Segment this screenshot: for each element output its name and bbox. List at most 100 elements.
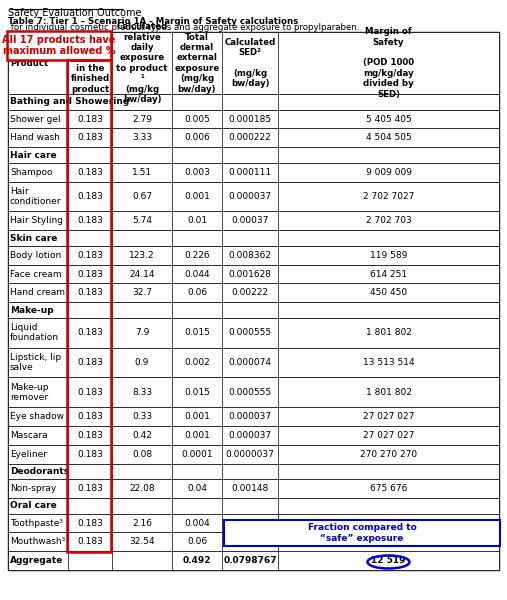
Text: All 17 products have
maximum allowed %: All 17 products have maximum allowed % xyxy=(3,35,116,56)
Text: 0.001: 0.001 xyxy=(184,412,210,421)
Bar xyxy=(8,32,499,94)
Text: 123.2: 123.2 xyxy=(129,251,155,260)
Text: 0.0001: 0.0001 xyxy=(181,449,213,458)
Text: Skin care: Skin care xyxy=(10,233,57,242)
Text: 4 504 505: 4 504 505 xyxy=(366,133,411,142)
Bar xyxy=(8,94,499,110)
Text: 0.000037: 0.000037 xyxy=(229,412,272,421)
Text: 0.04: 0.04 xyxy=(187,484,207,493)
Bar xyxy=(8,318,499,347)
Text: Hair
conditioner: Hair conditioner xyxy=(10,187,61,206)
Bar xyxy=(8,128,499,147)
Text: 0.0798767: 0.0798767 xyxy=(223,556,277,565)
Text: 0.9: 0.9 xyxy=(135,358,149,367)
Text: 0.001628: 0.001628 xyxy=(229,269,272,278)
Bar xyxy=(8,246,499,265)
Text: 16 667: 16 667 xyxy=(373,538,404,547)
Text: Make-up
remover: Make-up remover xyxy=(10,383,49,402)
Text: 0.33: 0.33 xyxy=(132,412,152,421)
Bar xyxy=(8,211,499,230)
Text: 0.183: 0.183 xyxy=(77,412,103,421)
Text: 0.004: 0.004 xyxy=(184,518,210,527)
Text: Calculated
relative
daily
exposure
to product
¹
(mg/kg
bw/day): Calculated relative daily exposure to pr… xyxy=(116,22,168,104)
Text: 2 702 703: 2 702 703 xyxy=(366,217,411,226)
Text: 0.492: 0.492 xyxy=(183,556,211,565)
Text: 0.000037: 0.000037 xyxy=(229,192,272,201)
Text: 614 251: 614 251 xyxy=(370,269,407,278)
Bar xyxy=(8,479,499,498)
Text: Toothpaste³: Toothpaste³ xyxy=(10,518,63,527)
Text: 0.183: 0.183 xyxy=(77,328,103,337)
Bar xyxy=(8,230,499,246)
Text: 8.33: 8.33 xyxy=(132,388,152,397)
Text: 0.00148: 0.00148 xyxy=(231,484,269,493)
Text: 0.183: 0.183 xyxy=(77,538,103,547)
Bar xyxy=(8,347,499,377)
Text: Body lotion: Body lotion xyxy=(10,251,61,260)
Text: Safety Evaluation Outcome: Safety Evaluation Outcome xyxy=(8,8,141,18)
Text: Hand cream: Hand cream xyxy=(10,289,65,298)
Text: 0.183: 0.183 xyxy=(77,115,103,124)
Text: 7.9: 7.9 xyxy=(135,328,149,337)
Text: 0.183: 0.183 xyxy=(77,388,103,397)
Text: 13 513 514: 13 513 514 xyxy=(363,358,414,367)
Bar xyxy=(8,163,499,182)
Text: 9 009 009: 9 009 009 xyxy=(366,168,412,177)
Text: 0.003: 0.003 xyxy=(184,168,210,177)
Text: Margin of
Safety

(POD 1000
mg/kg/day
divided by
SED): Margin of Safety (POD 1000 mg/kg/day div… xyxy=(363,27,414,98)
Bar xyxy=(8,532,499,551)
Bar xyxy=(8,182,499,211)
Text: 0.015: 0.015 xyxy=(184,388,210,397)
Text: 0.006: 0.006 xyxy=(184,133,210,142)
Text: Make-up: Make-up xyxy=(10,305,54,314)
Text: 0.000555: 0.000555 xyxy=(229,328,272,337)
Text: 6 756 757: 6 756 757 xyxy=(366,518,412,527)
Text: 2.16: 2.16 xyxy=(132,518,152,527)
Text: 1.51: 1.51 xyxy=(132,168,152,177)
Text: 5.74: 5.74 xyxy=(132,217,152,226)
Text: Lipstick, lip
salve: Lipstick, lip salve xyxy=(10,353,61,372)
Bar xyxy=(8,265,499,283)
Bar xyxy=(8,551,499,570)
Text: 24.14: 24.14 xyxy=(129,269,155,278)
Text: Non-spray: Non-spray xyxy=(10,484,56,493)
Text: 2.79: 2.79 xyxy=(132,115,152,124)
Text: 0.00037: 0.00037 xyxy=(231,217,269,226)
Text: 0.044: 0.044 xyxy=(184,269,210,278)
Bar xyxy=(8,110,499,128)
Text: 0.00222: 0.00222 xyxy=(232,289,269,298)
Text: 0.183: 0.183 xyxy=(77,449,103,458)
Text: 0.015: 0.015 xyxy=(184,328,210,337)
Text: 0.0000037: 0.0000037 xyxy=(226,449,274,458)
Bar xyxy=(8,407,499,426)
Text: 0.002: 0.002 xyxy=(184,358,210,367)
Text: 270 270 270: 270 270 270 xyxy=(360,449,417,458)
Text: for individual cosmetic product types and aggregate exposure to propylparaben.: for individual cosmetic product types an… xyxy=(8,23,359,32)
Text: 0.000037: 0.000037 xyxy=(229,431,272,440)
Text: 0.06: 0.06 xyxy=(187,538,207,547)
Bar xyxy=(8,498,499,514)
Bar xyxy=(8,377,499,407)
Text: Hair Styling: Hair Styling xyxy=(10,217,63,226)
Text: 119 589: 119 589 xyxy=(370,251,407,260)
Text: Eyeliner: Eyeliner xyxy=(10,449,47,458)
Text: 0.183: 0.183 xyxy=(77,251,103,260)
Text: 5 405 405: 5 405 405 xyxy=(366,115,411,124)
Bar xyxy=(8,445,499,464)
Text: 1 801 802: 1 801 802 xyxy=(366,328,412,337)
Text: Product: Product xyxy=(10,58,48,67)
Bar xyxy=(8,464,499,479)
Text: 0.67: 0.67 xyxy=(132,192,152,201)
Text: 0.000185: 0.000185 xyxy=(229,115,272,124)
Text: Deodorants: Deodorants xyxy=(10,467,69,476)
Text: 0.001: 0.001 xyxy=(184,431,210,440)
Text: 27 027 027: 27 027 027 xyxy=(363,431,414,440)
Text: 0.183: 0.183 xyxy=(77,217,103,226)
Text: 32.54: 32.54 xyxy=(129,538,155,547)
Text: Face cream: Face cream xyxy=(10,269,62,278)
Text: 0.183: 0.183 xyxy=(77,431,103,440)
Text: 0.183: 0.183 xyxy=(77,192,103,201)
Text: Calculated
SED²

(mg/kg
bw/day): Calculated SED² (mg/kg bw/day) xyxy=(225,38,276,88)
FancyBboxPatch shape xyxy=(7,31,111,60)
Text: 0.42: 0.42 xyxy=(132,431,152,440)
